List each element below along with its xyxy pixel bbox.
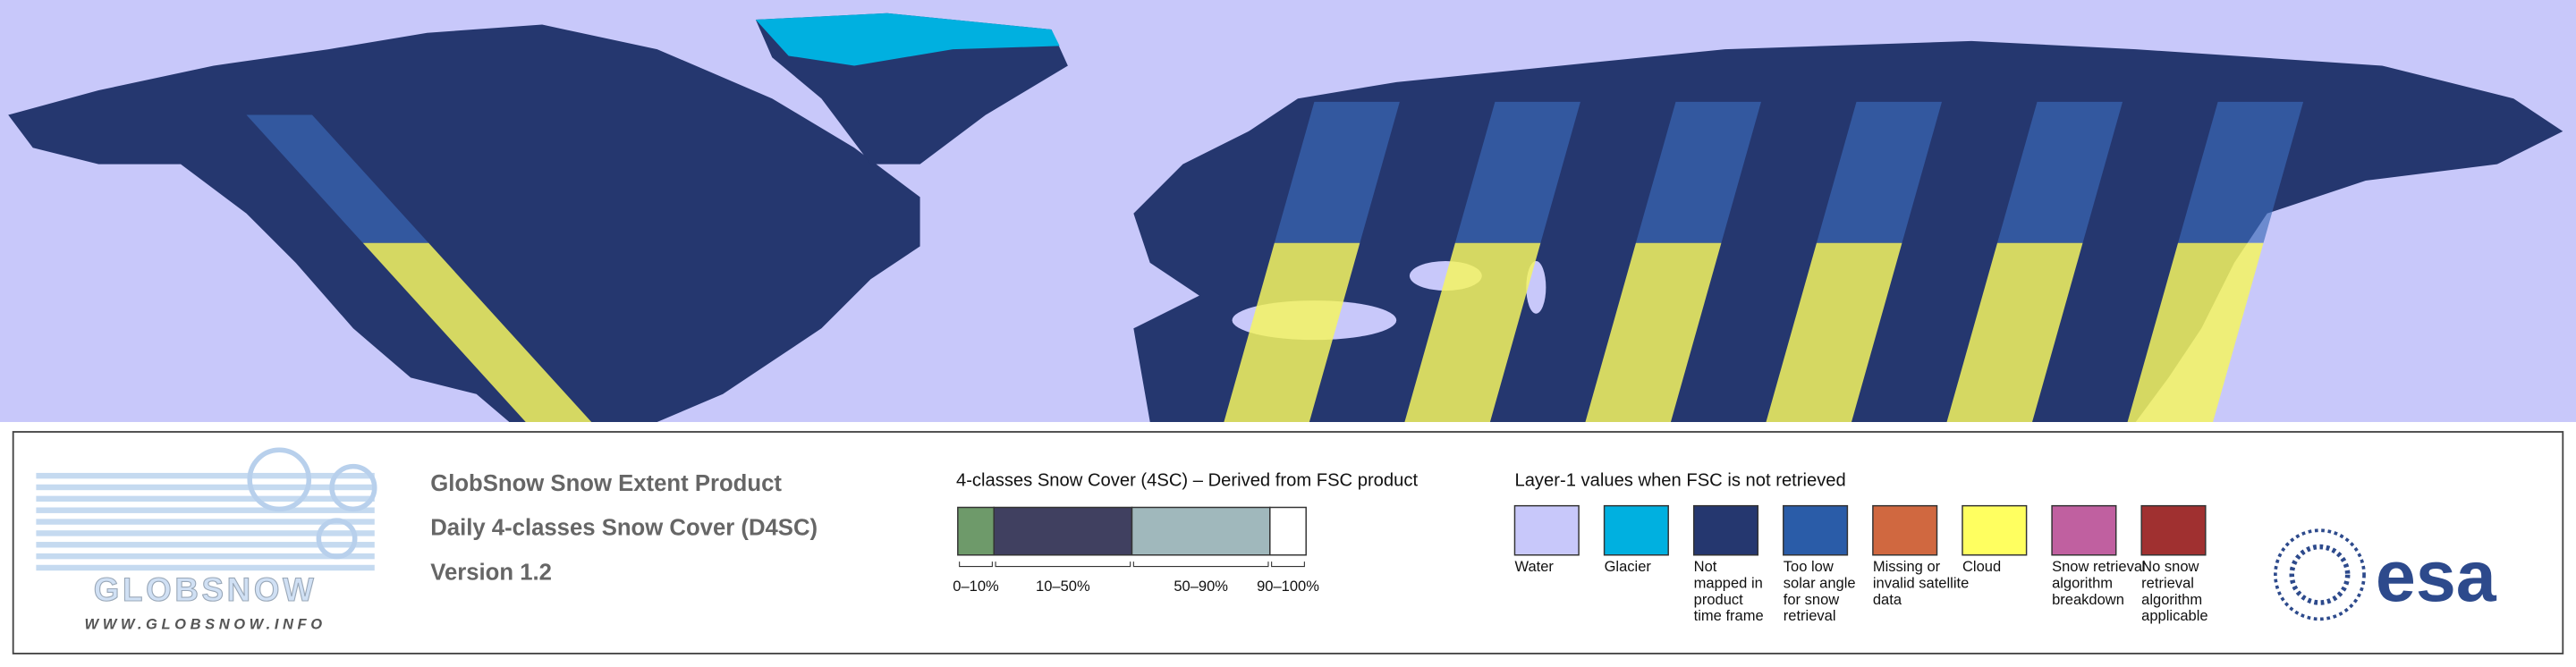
- class-label: product: [1694, 591, 1744, 608]
- class-swatch: [1783, 504, 1849, 556]
- class-label: applicable: [2141, 607, 2207, 624]
- class-swatch: [957, 506, 995, 556]
- logo-stripe: [36, 564, 375, 571]
- class-swatch: [1962, 504, 2028, 556]
- class-swatch: [1872, 504, 1938, 556]
- class-label: algorithm: [2141, 591, 2202, 608]
- class-label: Snow retrieval: [2052, 558, 2146, 575]
- class-label: invalid satellite: [1873, 574, 1969, 591]
- logo-stripe: [36, 495, 375, 502]
- class-label: Water: [1514, 558, 1554, 575]
- swath-lower: [2127, 242, 2264, 422]
- esa-emblem: [2289, 544, 2351, 605]
- product-subtitle: Daily 4-classes Snow Cover (D4SC): [430, 516, 818, 541]
- legend-4sc: 0–10% 10–50% 50–90% 90–100%: [953, 506, 1319, 595]
- globsnow-logo: GLOBSNOW WWW.GLOBSNOW.INFO: [36, 447, 377, 632]
- swath-lower: [362, 242, 592, 422]
- logo-stripe: [36, 507, 375, 513]
- class-label: time frame: [1694, 607, 1764, 624]
- swath-upper: [246, 114, 429, 243]
- legend-4sc-title: 4-classes Snow Cover (4SC) – Derived fro…: [956, 471, 1418, 491]
- product-version: Version 1.2: [430, 560, 552, 585]
- snowflake: [329, 463, 377, 512]
- class-label: 90–100%: [1257, 578, 1319, 595]
- class-swatch: [1692, 504, 1759, 556]
- class-swatch: [1513, 504, 1580, 556]
- class-label: mapped in: [1694, 574, 1763, 591]
- swath-upper: [1816, 101, 1943, 243]
- legend-layer1-title: Layer-1 values when FSC is not retrieved: [1514, 471, 1845, 491]
- swath-upper: [2178, 101, 2304, 243]
- logo-stripe: [36, 519, 375, 525]
- swath-upper: [1454, 101, 1580, 243]
- logo-name: GLOBSNOW: [94, 571, 318, 608]
- product-title: GlobSnow Snow Extent Product: [430, 471, 782, 496]
- class-swatch: [2140, 504, 2207, 556]
- logo-stripe: [36, 542, 375, 548]
- swath-upper: [1996, 101, 2123, 243]
- class-bracket: [995, 561, 1131, 568]
- class-label: for snow: [1784, 591, 1839, 608]
- swath-lower: [1404, 242, 1541, 422]
- class-swatch: [1269, 506, 1307, 556]
- class-label: Missing or: [1873, 558, 1941, 575]
- class-swatch: [1603, 504, 1669, 556]
- class-label: Not: [1694, 558, 1717, 575]
- logo-stripe: [36, 530, 375, 536]
- map: [0, 0, 2576, 422]
- esa-logo: esa: [2274, 528, 2497, 621]
- class-label: Too low: [1784, 558, 1834, 575]
- class-label: algorithm: [2052, 574, 2113, 591]
- class-label: Cloud: [1962, 558, 2001, 575]
- swath-lower: [1766, 242, 1902, 422]
- logo-url: WWW.GLOBSNOW.INFO: [85, 615, 326, 632]
- class-label: breakdown: [2052, 591, 2124, 608]
- class-label: retrieval: [1784, 607, 1836, 624]
- swath-lower: [1224, 242, 1360, 422]
- class-swatch: [2051, 504, 2117, 556]
- snowflake: [247, 447, 312, 512]
- logo-stripes: [36, 472, 375, 571]
- greenland-glacier: [755, 13, 1060, 66]
- esa-wordmark: esa: [2376, 536, 2497, 617]
- swath-lower: [1946, 242, 2083, 422]
- class-swatch: [993, 506, 1133, 556]
- logo-stripe: [36, 484, 375, 491]
- class-bracket: [1132, 561, 1269, 568]
- logo-stripe: [36, 472, 375, 479]
- class-swatch: [1131, 506, 1271, 556]
- swath-upper: [1635, 101, 1761, 243]
- logo-stripe: [36, 553, 375, 560]
- swath-upper: [1274, 101, 1400, 243]
- class-label: 50–90%: [1174, 578, 1228, 595]
- class-label: retrieval: [2141, 574, 2194, 591]
- class-label: Glacier: [1605, 558, 1652, 575]
- swath-lower: [1585, 242, 1722, 422]
- snowflake: [316, 518, 358, 560]
- class-label: data: [1873, 591, 1902, 608]
- north-america: [8, 24, 920, 422]
- satellite-swaths: [246, 101, 2304, 422]
- class-bracket: [959, 561, 993, 568]
- class-label: solar angle: [1784, 574, 1856, 591]
- class-bracket: [1271, 561, 1305, 568]
- class-label: No snow: [2141, 558, 2199, 575]
- class-label: 10–50%: [1036, 578, 1090, 595]
- esa-emblem: [2274, 528, 2366, 621]
- class-label: 0–10%: [953, 578, 999, 595]
